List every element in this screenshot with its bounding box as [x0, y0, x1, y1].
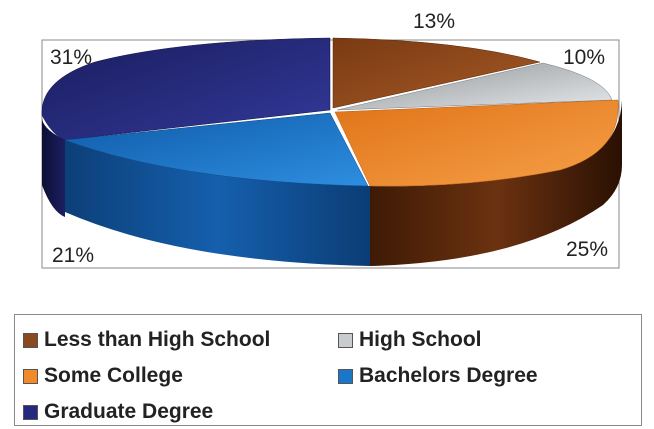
legend-label: Bachelors Degree	[359, 364, 538, 387]
legend-item-less-than-high-school: Less than High School	[23, 328, 270, 352]
label-some-college: 25%	[566, 238, 608, 261]
slice-graduate-degree	[41, 37, 331, 141]
label-high-school: 10%	[563, 46, 605, 69]
legend-swatch	[23, 404, 38, 420]
legend-swatch	[23, 332, 38, 348]
slice-bachelors-degree	[64, 112, 369, 187]
label-graduate-degree: 31%	[50, 46, 92, 69]
label-less-than-high-school: 13%	[413, 10, 455, 33]
legend-item-bachelors-degree: Bachelors Degree	[338, 364, 538, 388]
slice-side-some-college	[370, 100, 622, 266]
legend-item-graduate-degree: Graduate Degree	[23, 400, 213, 424]
label-bachelors-degree: 21%	[52, 244, 94, 267]
slice-side-graduate-degree	[41, 115, 65, 217]
legend-swatch	[338, 368, 353, 384]
legend-label: Graduate Degree	[44, 400, 214, 423]
slice-side-bachelors-degree	[65, 140, 370, 266]
legend: Less than High School High School Some C…	[14, 314, 642, 426]
pie-chart: 13% 10% 25% 21% 31%	[41, 10, 622, 269]
legend-item-high-school: High School	[338, 328, 482, 352]
legend-label: Less than High School	[44, 328, 271, 351]
legend-swatch	[23, 368, 38, 384]
slice-less-than-high-school	[332, 37, 541, 109]
legend-label: Some College	[44, 364, 183, 387]
slice-some-college	[334, 99, 619, 187]
legend-label: High School	[359, 328, 482, 351]
legend-item-some-college: Some College	[23, 364, 183, 388]
legend-swatch	[338, 332, 353, 348]
slice-high-school	[336, 62, 613, 111]
